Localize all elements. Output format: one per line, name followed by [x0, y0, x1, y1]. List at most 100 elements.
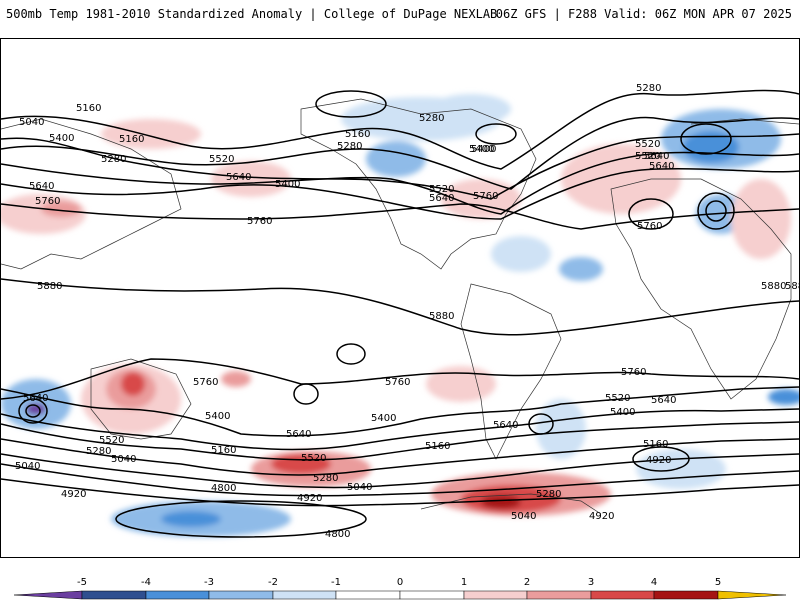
contour-label: 5400	[49, 133, 74, 144]
contour-5160-south	[1, 453, 799, 489]
anomaly-area	[41, 201, 81, 217]
height-contours	[1, 89, 799, 538]
contour-label: 5280	[101, 154, 126, 165]
contour-label: 5640	[286, 429, 311, 440]
header: 500mb Temp 1981-2010 Standardized Anomal…	[0, 0, 800, 34]
contour-label: 5400	[469, 144, 494, 155]
contour-5400-south	[1, 421, 799, 461]
colorbar-tick-labels: -5 -4 -3 -2 -1 0 1 2 3 4 5	[77, 577, 721, 588]
contour-low-hudson	[475, 123, 517, 145]
contour-label: 5280	[536, 489, 561, 500]
contour-low-south-indian	[18, 398, 48, 424]
contour-label: 5160	[425, 441, 450, 452]
contour-5640	[1, 167, 799, 220]
colorbar-tick: 3	[588, 577, 594, 588]
contour-label: 5400	[610, 407, 635, 418]
contour-5760-south	[1, 358, 799, 400]
contour-label: 5520	[635, 151, 660, 162]
contour-label: 4800	[325, 529, 350, 540]
contour-label: 5880	[761, 281, 786, 292]
contour-label: 5160	[211, 445, 236, 456]
contour-high-south-america	[528, 413, 554, 435]
contour-4800-closed	[115, 500, 367, 538]
contour-label: 5640	[23, 393, 48, 404]
colorbar-tick: 0	[397, 577, 403, 588]
contour-label: 5880	[37, 281, 62, 292]
contour-label: 5880	[785, 281, 799, 292]
map-canvas: 5160 5280 5040 5400 5160 5280 5640 5520 …	[1, 83, 799, 540]
contour-label: 5160	[76, 103, 101, 114]
anomaly-area	[481, 495, 521, 509]
anomaly-area	[121, 372, 145, 396]
colorbar-swatch-underflow	[13, 590, 83, 600]
colorbar-tick: -2	[268, 577, 278, 588]
colorbar-tick: -3	[204, 577, 214, 588]
contour-label: 5640	[649, 161, 674, 172]
europe-africa-outline	[610, 178, 792, 400]
contour-label: 5400	[275, 179, 300, 190]
anomaly-area	[426, 366, 496, 402]
colorbar-tick: 2	[524, 577, 530, 588]
colorbar-tick: 5	[715, 577, 721, 588]
contour-label: 5520	[605, 393, 630, 404]
model-run-info: 06Z GFS | F288 Valid: 06Z MON APR 07 202…	[495, 7, 792, 21]
south-america-outline	[460, 283, 562, 460]
colorbar-legend: -5 -4 -3 -2 -1 0 1 2 3 4 5	[0, 570, 800, 600]
colorbar-swatch	[653, 590, 719, 600]
contour-5280-north	[1, 116, 799, 190]
contour-label: 5520	[429, 184, 454, 195]
anomaly-area	[211, 161, 291, 197]
contour-label: 5640	[651, 395, 676, 406]
contour-5640-south	[1, 386, 799, 437]
anomaly-area	[101, 119, 201, 149]
contour-high-pacific	[336, 343, 366, 365]
anomaly-area	[768, 389, 799, 405]
contour-label: 5760	[637, 221, 662, 232]
contour-label: 5640	[429, 193, 454, 204]
contour-label: 5040	[15, 461, 40, 472]
contour-5760	[1, 203, 799, 230]
contour-label: 5640	[226, 172, 251, 183]
contour-label: 5400	[205, 411, 230, 422]
contour-label: 5280	[313, 473, 338, 484]
contour-label: 4920	[297, 493, 322, 504]
contour-low-europe	[697, 192, 735, 230]
colorbar-swatch-overflow	[717, 590, 787, 600]
contour-label: 5520	[209, 154, 234, 165]
anomaly-area	[491, 236, 551, 272]
anomaly-area	[559, 257, 603, 281]
contour-label: 5160	[345, 129, 370, 140]
colorbar-tick: -5	[77, 577, 87, 588]
chart-title: 500mb Temp 1981-2010 Standardized Anomal…	[6, 7, 498, 21]
anomaly-area	[161, 511, 221, 527]
colorbar-tick: 1	[461, 577, 467, 588]
contour-label: 5280	[636, 83, 661, 94]
contour-label: 5760	[621, 367, 646, 378]
colorbar-swatch	[399, 590, 465, 600]
contour-label: 5760	[35, 196, 60, 207]
contour-label: 5760	[193, 377, 218, 388]
colorbar-tick: -4	[141, 577, 151, 588]
contour-low-pacific	[315, 90, 387, 118]
colorbar-swatch	[526, 590, 592, 600]
contour-label: 5760	[473, 191, 498, 202]
colorbar-swatch	[145, 590, 210, 600]
contour-label: 5160	[643, 439, 668, 450]
contour-high-south-pacific	[293, 383, 319, 405]
contour-label: 5640	[493, 420, 518, 431]
contour-label: 5520	[99, 435, 124, 446]
anomaly-map: 5160 5280 5040 5400 5160 5280 5640 5520 …	[0, 38, 800, 558]
colorbar-tick: -1	[331, 577, 341, 588]
contour-5160-north	[1, 89, 799, 170]
anomaly-area	[366, 141, 426, 177]
colorbar-swatch	[272, 590, 337, 600]
contour-low-south-indian-inner	[25, 404, 41, 418]
contour-label: 4920	[589, 511, 614, 522]
contour-label: 5880	[429, 311, 454, 322]
colorbar-swatch	[81, 590, 147, 600]
contour-label: 5280	[337, 141, 362, 152]
contour-label: 5640	[29, 181, 54, 192]
contour-label: 4920	[646, 455, 671, 466]
anomaly-area	[561, 144, 681, 214]
contour-label: 4920	[61, 489, 86, 500]
